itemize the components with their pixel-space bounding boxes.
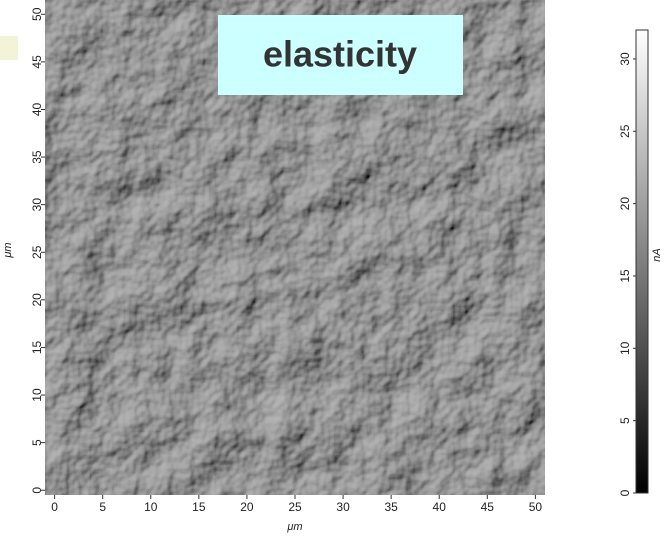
colorbar-tick-label: 25	[618, 124, 632, 138]
y-tick-label: 20	[30, 293, 44, 307]
chart: elasticity μm μm nA 05101520253035404550…	[0, 0, 664, 537]
x-axis-label: μm	[286, 521, 302, 533]
y-tick-label: 45	[30, 55, 44, 69]
x-tick-label: 5	[99, 500, 106, 514]
colorbar-tick-label: 30	[618, 52, 632, 66]
y-tick-label: 10	[30, 388, 44, 402]
x-tick-label: 30	[336, 500, 350, 514]
y-axis-label: μm	[2, 242, 14, 258]
x-tick-label: 10	[144, 500, 158, 514]
side-tab	[0, 36, 18, 60]
colorbar-tick-label: 5	[618, 417, 632, 424]
y-tick-label: 30	[30, 198, 44, 212]
x-tick-label: 0	[51, 500, 58, 514]
x-tick-label: 45	[481, 500, 495, 514]
colorbar-tick-label: 10	[618, 341, 632, 355]
x-tick-label: 50	[529, 500, 543, 514]
colorbar-tick-label: 15	[618, 269, 632, 283]
y-tick-label: 35	[30, 150, 44, 164]
y-tick-label: 50	[30, 7, 44, 21]
x-tick-label: 40	[433, 500, 447, 514]
colorbar-tick-label: 20	[618, 197, 632, 211]
y-tick-label: 0	[30, 487, 44, 494]
annotation: elasticity	[263, 34, 417, 75]
y-tick-label: 15	[30, 340, 44, 354]
y-tick-label: 40	[30, 102, 44, 116]
y-tick-label: 25	[30, 245, 44, 259]
colorbar-label: nA	[651, 248, 663, 261]
colorbar-tick-label: 0	[618, 489, 632, 496]
x-tick-label: 35	[384, 500, 398, 514]
x-tick-label: 25	[288, 500, 302, 514]
x-tick-label: 15	[192, 500, 206, 514]
colorbar	[636, 30, 648, 493]
y-tick-label: 5	[30, 439, 44, 446]
x-tick-label: 20	[240, 500, 254, 514]
